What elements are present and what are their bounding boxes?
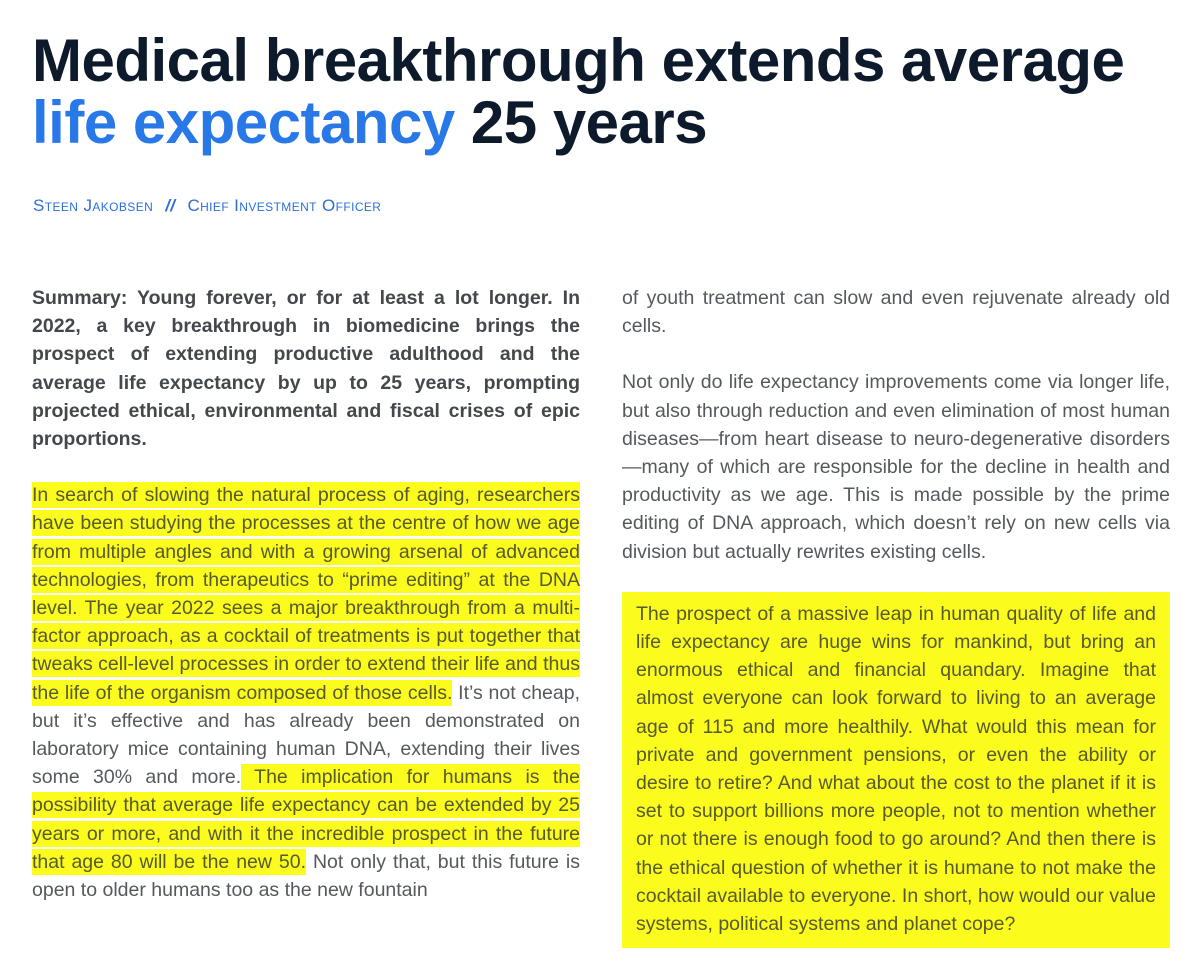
highlighted-text: In search of slowing the natural process… xyxy=(32,482,580,706)
headline-text: Medical breakthrough extends average xyxy=(32,27,1125,94)
author-role: Chief Investment Officer xyxy=(187,196,382,215)
byline-separator: // xyxy=(165,196,176,215)
headline-text-end: 25 years xyxy=(454,89,708,156)
continued-paragraph: of youth treatment can slow and even rej… xyxy=(622,287,1170,338)
left-column: Summary: Young forever, or for at least … xyxy=(32,284,580,904)
highlighted-paragraph: The prospect of a massive leap in human … xyxy=(622,591,1170,949)
article-headline: Medical breakthrough extends average lif… xyxy=(32,30,1172,154)
summary-paragraph: Summary: Young forever, or for at least … xyxy=(32,287,580,451)
body-paragraph: In search of slowing the natural process… xyxy=(32,481,580,904)
body-text: It’s not cheap, but it’s effective and h… xyxy=(32,681,580,789)
body-text: Not only that, but this future is open t… xyxy=(32,850,581,902)
body-paragraph: Not only do life expectancy improvements… xyxy=(622,371,1170,563)
right-column: of youth treatment can slow and even rej… xyxy=(622,284,1170,949)
headline-accent-text: life expectancy xyxy=(32,89,455,156)
author-name: Steen Jakobsen xyxy=(33,196,154,215)
byline: Steen Jakobsen // Chief Investment Officer xyxy=(33,196,381,216)
